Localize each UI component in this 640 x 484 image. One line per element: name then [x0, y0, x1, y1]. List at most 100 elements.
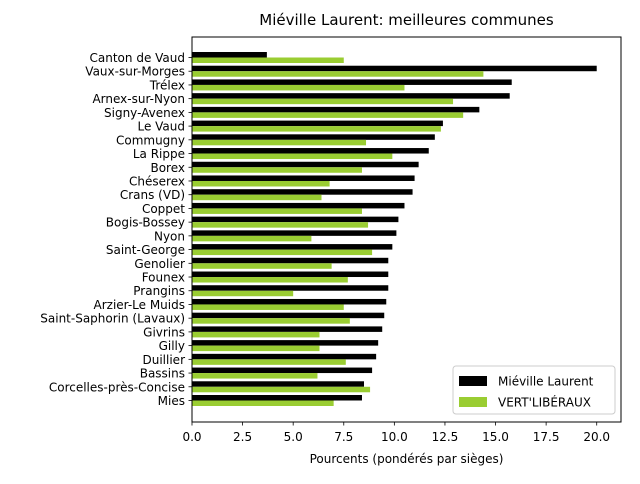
- bars-group: [192, 52, 597, 406]
- bar-mieville-laurent: [192, 326, 383, 332]
- bar-mieville-laurent: [192, 312, 385, 319]
- bar-mieville-laurent: [192, 52, 267, 58]
- bar-vert-liberaux: [192, 290, 294, 297]
- bar-vert-liberaux: [192, 57, 344, 63]
- bar-vert-liberaux: [192, 386, 371, 393]
- plot-frame: [191, 36, 622, 423]
- bar-mieville-laurent: [192, 106, 480, 113]
- legend-box: [452, 365, 616, 415]
- bar-vert-liberaux: [192, 180, 330, 187]
- x-axis-ticks: 0.0 2.5 5.0 7.5 10.0 12.5 15.0 17.5 20.0: [182, 422, 610, 444]
- bar-vert-liberaux: [192, 373, 318, 379]
- bar-vert-liberaux: [192, 249, 373, 256]
- y-tick-label: Coppet: [142, 202, 185, 216]
- y-tick-label: Trélex: [149, 78, 185, 92]
- bar-mieville-laurent: [192, 202, 405, 209]
- bar-mieville-laurent: [192, 244, 393, 250]
- legend-swatch: [459, 376, 487, 386]
- bar-vert-liberaux: [192, 194, 322, 201]
- y-tick-label: Bassins: [140, 367, 185, 381]
- y-tick-label: Commugny: [116, 133, 185, 147]
- x-axis-label: Pourcents (pondérés par sièges): [310, 452, 504, 466]
- bar-mieville-laurent: [192, 134, 435, 140]
- bar-mieville-laurent: [192, 271, 389, 278]
- y-tick-label: Mies: [158, 394, 185, 408]
- y-tick-label: Prangins: [133, 284, 185, 298]
- x-tick-label: 7.5: [334, 430, 353, 444]
- x-tick-label: 15.0: [482, 430, 509, 444]
- bar-vert-liberaux: [192, 400, 334, 406]
- bar-vert-liberaux: [192, 222, 369, 228]
- bar-mieville-laurent: [192, 395, 362, 401]
- bar-mieville-laurent: [192, 93, 510, 99]
- x-tick-label: 5.0: [284, 430, 303, 444]
- y-tick-label: Borex: [150, 161, 185, 175]
- y-tick-label: Duillier: [143, 353, 186, 367]
- bar-mieville-laurent: [192, 298, 387, 305]
- bar-mieville-laurent: [192, 161, 419, 168]
- bar-mieville-laurent: [192, 285, 389, 291]
- legend: Miéville Laurent VERT'LIBÉRAUX: [452, 365, 616, 415]
- bar-mieville-laurent: [192, 340, 379, 346]
- y-tick-label: La Rippe: [133, 147, 185, 161]
- x-tick-label: 2.5: [233, 430, 252, 444]
- bar-vert-liberaux: [192, 84, 405, 91]
- y-tick-label: Crans (VD): [120, 188, 185, 202]
- bar-mieville-laurent: [192, 257, 389, 264]
- bar-vert-liberaux: [192, 98, 454, 105]
- y-tick-label: Corcelles-près-Concise: [49, 380, 185, 394]
- bar-vert-liberaux: [192, 167, 362, 173]
- y-tick-label: Gilly: [159, 339, 185, 353]
- y-tick-label: Genolier: [134, 257, 185, 271]
- y-tick-label: Arnex-sur-Nyon: [92, 92, 185, 106]
- legend-label: VERT'LIBÉRAUX: [498, 395, 591, 410]
- bar-vert-liberaux: [192, 112, 464, 118]
- legend-swatch: [459, 397, 487, 407]
- y-tick-label: Nyon: [154, 229, 185, 243]
- y-tick-label: Arzier-Le Muids: [94, 298, 186, 312]
- y-tick-label: Chéserex: [129, 174, 185, 188]
- bar-vert-liberaux: [192, 359, 346, 365]
- y-tick-label: Vaux-sur-Morges: [85, 65, 185, 79]
- bar-vert-liberaux: [192, 318, 350, 324]
- bar-vert-liberaux: [192, 153, 393, 160]
- bar-vert-liberaux: [192, 345, 320, 352]
- x-tick-label: 20.0: [583, 430, 610, 444]
- x-tick-label: 10.0: [381, 430, 408, 444]
- bar-mieville-laurent: [192, 353, 377, 360]
- bar-vert-liberaux: [192, 263, 332, 269]
- y-tick-label: Givrins: [143, 325, 185, 339]
- bar-mieville-laurent: [192, 120, 443, 127]
- bar-vert-liberaux: [192, 139, 367, 146]
- y-tick-label: Signy-Avenex: [104, 106, 185, 120]
- x-tick-label: 0.0: [182, 430, 201, 444]
- chart-title: Miéville Laurent: meilleures communes: [259, 11, 554, 29]
- bar-mieville-laurent: [192, 148, 429, 154]
- y-tick-label: Founex: [142, 271, 185, 285]
- bar-vert-liberaux: [192, 71, 484, 77]
- x-tick-label: 17.5: [533, 430, 560, 444]
- bar-mieville-laurent: [192, 175, 415, 181]
- y-tick-label: Canton de Vaud: [90, 51, 185, 65]
- bar-vert-liberaux: [192, 304, 344, 310]
- x-tick-label: 12.5: [432, 430, 459, 444]
- y-tick-label: Bogis-Bossey: [106, 216, 185, 230]
- bar-vert-liberaux: [192, 235, 312, 242]
- bar-mieville-laurent: [192, 189, 413, 195]
- bar-mieville-laurent: [192, 367, 373, 374]
- y-tick-label: Saint-George: [106, 243, 185, 257]
- bar-mieville-laurent: [192, 381, 365, 387]
- bar-mieville-laurent: [192, 216, 399, 223]
- bar-vert-liberaux: [192, 208, 362, 214]
- y-tick-label: Le Vaud: [137, 120, 185, 134]
- bar-vert-liberaux: [192, 277, 348, 283]
- bar-mieville-laurent: [192, 230, 397, 236]
- bar-vert-liberaux: [192, 331, 320, 338]
- bar-mieville-laurent: [192, 65, 597, 72]
- y-tick-label: Saint-Saphorin (Lavaux): [40, 312, 185, 326]
- bar-mieville-laurent: [192, 79, 512, 85]
- y-axis-ticks: Canton de VaudVaux-sur-MorgesTrélexArnex…: [40, 51, 192, 408]
- legend-label: Miéville Laurent: [498, 375, 594, 389]
